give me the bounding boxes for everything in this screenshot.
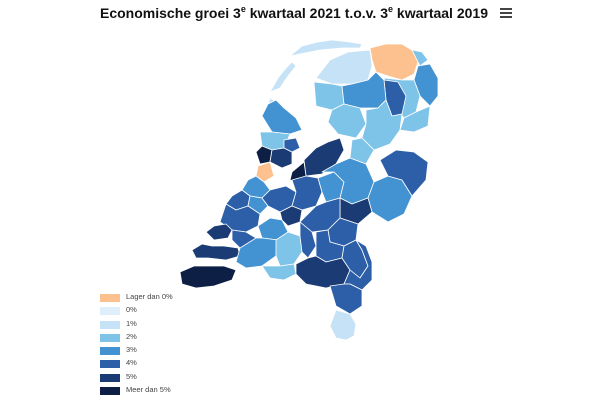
- wadden-island[interactable]: [289, 39, 363, 57]
- legend-swatch: [100, 307, 120, 316]
- region-midden-limburg[interactable]: [329, 283, 363, 315]
- legend-swatch: [100, 360, 120, 369]
- region-friesland-west[interactable]: [313, 81, 345, 111]
- chart-title: Economische groei 3e kwartaal 2021 t.o.v…: [100, 4, 488, 21]
- legend-label: 1%: [126, 318, 137, 328]
- region-amsterdam[interactable]: [269, 147, 293, 169]
- region-flevoland[interactable]: [303, 137, 345, 177]
- legend-label: 4%: [126, 358, 137, 368]
- legend-swatch: [100, 333, 120, 342]
- region-groningen[interactable]: [369, 43, 419, 81]
- legend-label: Meer dan 5%: [126, 385, 171, 395]
- region-zuid-limburg[interactable]: [329, 309, 357, 341]
- region-zaandam[interactable]: [283, 137, 301, 153]
- region-groningen-east[interactable]: [411, 49, 429, 67]
- region-schouwen[interactable]: [205, 223, 233, 241]
- region-eindhoven[interactable]: [295, 255, 351, 289]
- region-zwolle[interactable]: [361, 99, 403, 151]
- region-kampen[interactable]: [349, 137, 375, 165]
- region-walcheren[interactable]: [191, 243, 241, 261]
- legend-swatch: [100, 387, 120, 396]
- region-zeeuws-vlaanderen[interactable]: [179, 265, 237, 289]
- region-betuwe[interactable]: [299, 197, 341, 233]
- region-delft[interactable]: [247, 195, 269, 215]
- region-friesland-north[interactable]: [315, 49, 373, 85]
- legend-label: 0%: [126, 305, 137, 315]
- region-utrecht[interactable]: [291, 175, 323, 211]
- region-leiden[interactable]: [255, 161, 275, 183]
- legend-swatch: [100, 294, 120, 302]
- wadden-island[interactable]: [269, 61, 297, 93]
- legend-label: 5%: [126, 371, 137, 381]
- region-twente[interactable]: [379, 149, 429, 197]
- legend-label: 3%: [126, 345, 137, 355]
- region-noordoostpolder[interactable]: [327, 103, 367, 139]
- region-breda[interactable]: [261, 263, 297, 281]
- legend-swatch: [100, 320, 120, 329]
- legend-swatch: [100, 373, 120, 382]
- legend-label: 2%: [126, 331, 137, 341]
- legend-swatch: [100, 347, 120, 356]
- region-noord-holland-north[interactable]: [261, 99, 303, 135]
- region-tilburg[interactable]: [275, 231, 303, 267]
- legend-label: Lager dan 0%: [126, 292, 173, 301]
- hamburger-menu-icon[interactable]: [498, 6, 516, 22]
- region-haarlem[interactable]: [255, 145, 273, 165]
